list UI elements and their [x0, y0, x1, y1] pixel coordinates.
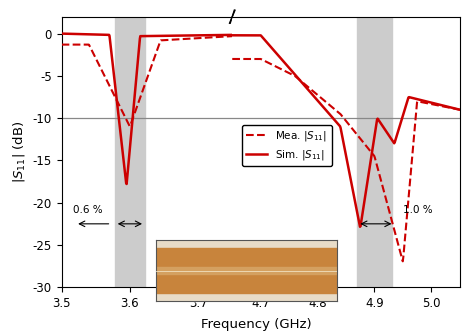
Text: 0.6 %: 0.6 % [73, 205, 102, 215]
Bar [156, 248, 337, 293]
Text: Frequency (GHz): Frequency (GHz) [201, 318, 311, 331]
Text: 1.0 %: 1.0 % [403, 205, 433, 215]
Bar [357, 17, 392, 287]
Legend: Mea. $|S_{11}|$, Sim. $|S_{11}|$: Mea. $|S_{11}|$, Sim. $|S_{11}|$ [242, 125, 332, 166]
Bar [115, 17, 145, 287]
Y-axis label: $|S_{11}|$ (dB): $|S_{11}|$ (dB) [11, 121, 27, 183]
Bar [156, 267, 337, 274]
